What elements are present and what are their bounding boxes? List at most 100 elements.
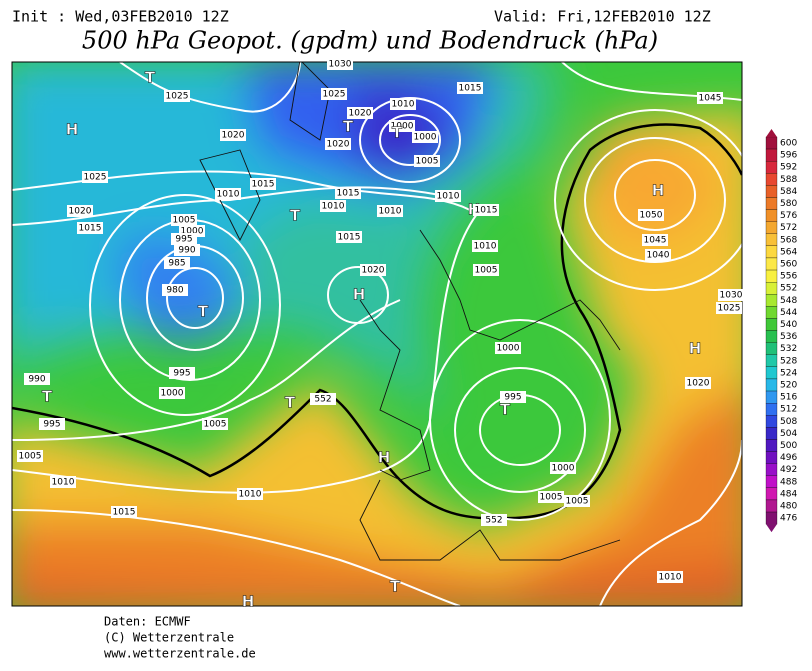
color-swatch xyxy=(765,221,778,234)
color-swatch xyxy=(765,148,778,162)
isobar-label: 1000 xyxy=(497,344,520,354)
colorbar-label: 480 xyxy=(780,502,797,512)
pressure-center: T xyxy=(145,69,156,87)
label-box xyxy=(327,58,353,70)
colorbar-label: 504 xyxy=(780,429,797,439)
isobar-label: 1050 xyxy=(640,211,663,221)
isobar-label: 1040 xyxy=(647,251,670,261)
isobar-label: 1020 xyxy=(362,266,385,276)
colorbar-label: 572 xyxy=(780,223,797,233)
label-box xyxy=(457,82,483,94)
init-time: Init : Wed,03FEB2010 12Z xyxy=(12,8,229,26)
color-swatch xyxy=(765,318,778,331)
color-swatch xyxy=(765,233,778,247)
color-swatch xyxy=(765,366,778,380)
pressure-center: T xyxy=(42,388,53,406)
isobar-label: 1015 xyxy=(337,189,360,199)
color-swatch xyxy=(765,378,778,392)
isobar-label: 1005 xyxy=(173,216,196,226)
label-box xyxy=(171,233,197,245)
colorbar-label: 508 xyxy=(780,417,797,427)
label-box xyxy=(215,188,241,200)
colorbar-label: 596 xyxy=(780,151,797,161)
pressure-center: T xyxy=(390,578,401,596)
label-box xyxy=(481,514,507,526)
isobar-label: 552 xyxy=(485,516,502,526)
color-swatch xyxy=(765,185,778,198)
isobar-label: 1010 xyxy=(217,190,240,200)
map-area xyxy=(12,62,742,606)
isobar-label: 1005 xyxy=(475,266,498,276)
isobar-label: 995 xyxy=(43,420,60,430)
colorbar-label: 584 xyxy=(780,187,797,197)
colorbar-label: 540 xyxy=(780,320,797,330)
isobar-label: 990 xyxy=(28,375,45,385)
pressure-center: T xyxy=(392,124,403,142)
isobar-label: 1045 xyxy=(699,94,722,104)
color-swatch xyxy=(765,402,778,416)
isobar-label: 1010 xyxy=(322,202,345,212)
colorbar-label: 544 xyxy=(780,308,797,318)
label-box xyxy=(414,155,440,167)
isobar-label: 1000 xyxy=(391,122,414,132)
isobar-label: 1015 xyxy=(79,224,102,234)
color-swatch xyxy=(765,197,778,210)
color-swatch xyxy=(765,451,778,464)
isobar-label: 990 xyxy=(178,246,195,256)
label-box xyxy=(550,462,576,474)
colorbar-label: 484 xyxy=(780,489,797,499)
colorbar-label: 492 xyxy=(780,465,797,475)
label-box xyxy=(164,257,190,269)
label-box xyxy=(24,373,50,385)
label-box xyxy=(67,205,93,217)
label-box xyxy=(377,205,403,217)
color-swatch xyxy=(765,427,778,440)
isobar-label: 1015 xyxy=(459,84,482,94)
label-box xyxy=(335,187,361,199)
isobar-label: 995 xyxy=(504,393,521,403)
valid-time: Valid: Fri,12FEB2010 12Z xyxy=(494,8,711,26)
colorbar-label: 548 xyxy=(780,296,797,306)
isobar-label: 985 xyxy=(168,259,185,269)
isobar-label: 1030 xyxy=(329,60,352,70)
color-swatch xyxy=(765,330,778,343)
label-box xyxy=(472,240,498,252)
label-box xyxy=(495,342,521,354)
label-box xyxy=(642,234,668,246)
label-box xyxy=(389,120,415,132)
isobar-label: 1005 xyxy=(204,420,227,430)
color-swatch xyxy=(765,354,778,368)
label-box xyxy=(473,264,499,276)
color-swatch xyxy=(765,499,778,513)
colorbar-label: 516 xyxy=(780,393,797,403)
color-swatch xyxy=(765,475,778,489)
isobar-label: 552 xyxy=(314,395,331,405)
colorbar-cap xyxy=(766,128,777,137)
label-box xyxy=(685,377,711,389)
colorbar-label: 512 xyxy=(780,405,797,415)
isobar-label: 1025 xyxy=(166,92,189,102)
pressure-center: T xyxy=(290,207,301,225)
color-swatch xyxy=(765,294,778,307)
pressure-center: T xyxy=(500,401,511,419)
isobar-label: 995 xyxy=(175,235,192,245)
colorbar-label: 568 xyxy=(780,235,797,245)
label-box xyxy=(500,391,526,403)
label-box xyxy=(82,171,108,183)
isobar-label: 1015 xyxy=(252,180,275,190)
isobar-label: 1025 xyxy=(84,173,107,183)
color-swatch xyxy=(765,209,778,222)
pressure-center: H xyxy=(353,286,366,304)
color-swatch xyxy=(765,306,778,319)
color-swatch xyxy=(765,487,778,501)
label-box xyxy=(171,214,197,226)
colorbar-label: 580 xyxy=(780,199,797,209)
color-swatch xyxy=(765,390,778,404)
pressure-center: H xyxy=(242,593,255,611)
isobar-label: 1015 xyxy=(113,508,136,518)
isobar-label: 1020 xyxy=(687,379,710,389)
color-swatch xyxy=(765,257,778,271)
color-swatch xyxy=(765,415,778,428)
label-box xyxy=(39,418,65,430)
